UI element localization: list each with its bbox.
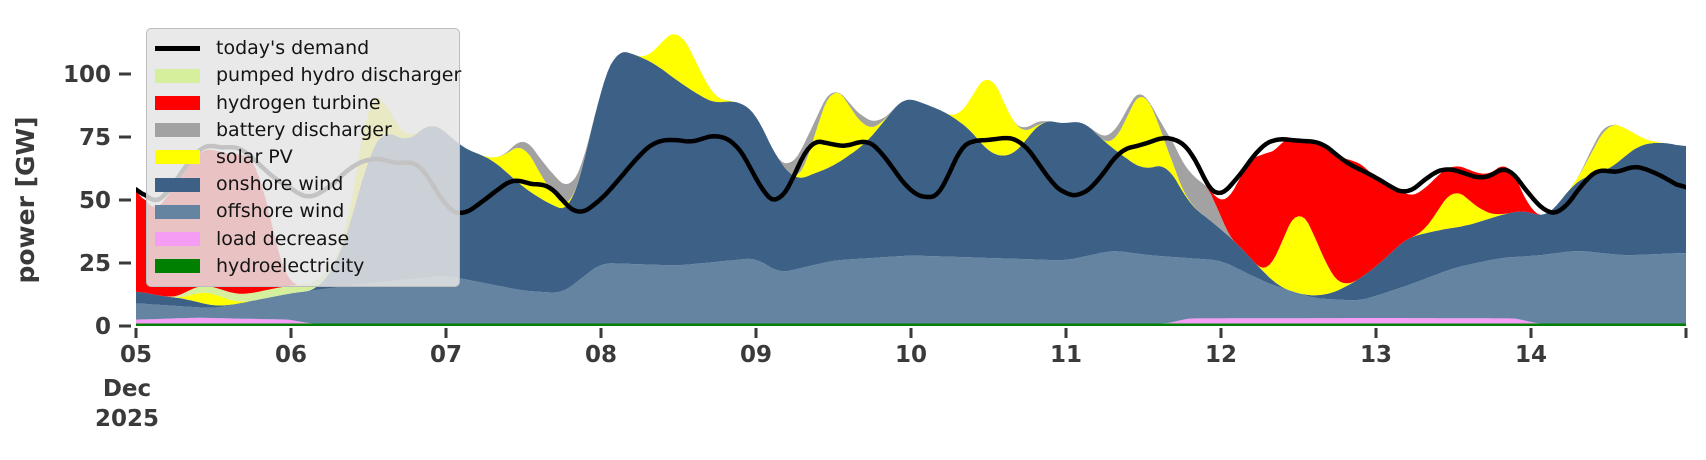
x-tick-label: 11 [1050, 342, 1082, 368]
legend-item-hydrogen-turbine: hydrogen turbine [155, 90, 451, 116]
legend-swatch-hydrogen-turbine [155, 96, 200, 111]
y-axis-label: power [GW] [11, 116, 40, 283]
x-tick-label: 07 [430, 342, 462, 368]
legend-label: load decrease [216, 227, 350, 250]
area-onshore-wind [136, 52, 1686, 308]
legend-swatch-pumped-hydro-discharger [155, 68, 200, 83]
x-tick-label: 10 [895, 342, 927, 368]
legend-label: hydroelectricity [216, 254, 365, 277]
legend-label: hydrogen turbine [216, 91, 381, 114]
area-load-decrease [136, 317, 1686, 324]
x-axis-year-label: 2025 [95, 406, 159, 432]
legend-swatch-load-decrease [155, 232, 200, 247]
y-tick-label: 50 [79, 188, 111, 214]
area-solar-pv [136, 34, 1686, 306]
legend-swatch-today-s-demand [155, 46, 200, 51]
x-tick-label: 13 [1360, 342, 1392, 368]
x-tick-label: 06 [275, 342, 307, 368]
legend-item-load-decrease: load decrease [155, 226, 451, 252]
area-hydroelectricity [136, 323, 1686, 326]
legend-item-onshore-wind: onshore wind [155, 172, 451, 198]
y-tick-label: 100 [63, 62, 111, 88]
x-tick-label: 14 [1515, 342, 1547, 368]
legend-label: onshore wind [216, 173, 344, 196]
x-tick-label: 08 [585, 342, 617, 368]
legend-item-hydroelectricity: hydroelectricity [155, 253, 451, 279]
legend-swatch-battery-discharger [155, 123, 200, 138]
legend-label: solar PV [216, 145, 293, 168]
legend-item-offshore-wind: offshore wind [155, 199, 451, 225]
y-tick-label: 75 [79, 125, 111, 151]
legend-item-today-s-demand: today's demand [155, 36, 451, 62]
x-tick-label: 09 [740, 342, 772, 368]
legend-label: battery discharger [216, 118, 392, 141]
legend-label: offshore wind [216, 200, 345, 223]
legend-swatch-solar-pv [155, 150, 200, 165]
legend-swatch-offshore-wind [155, 204, 200, 219]
legend-label: today's demand [216, 37, 370, 60]
legend-swatch-hydroelectricity [155, 259, 200, 274]
legend-item-battery-discharger: battery discharger [155, 117, 451, 143]
x-tick-label: 12 [1205, 342, 1237, 368]
axes-group: 0 25 50 75 100 05 06 07 08 09 10 11 12 13 14 power [GW]… [11, 62, 1688, 432]
legend-swatch-onshore-wind [155, 177, 200, 192]
legend-label: pumped hydro discharger [216, 64, 462, 87]
chart-legend: today's demand pumped hydro discharger hyd… [146, 28, 461, 287]
x-tick-label: 05 [120, 342, 152, 368]
legend-item-solar-pv: solar PV [155, 144, 451, 170]
x-axis-month-label: Dec [103, 376, 151, 402]
y-tick-label: 25 [79, 251, 111, 277]
legend-item-pumped-hydro-discharger: pumped hydro discharger [155, 63, 461, 89]
y-tick-label: 0 [95, 314, 111, 340]
area-offshore-wind [136, 251, 1686, 324]
